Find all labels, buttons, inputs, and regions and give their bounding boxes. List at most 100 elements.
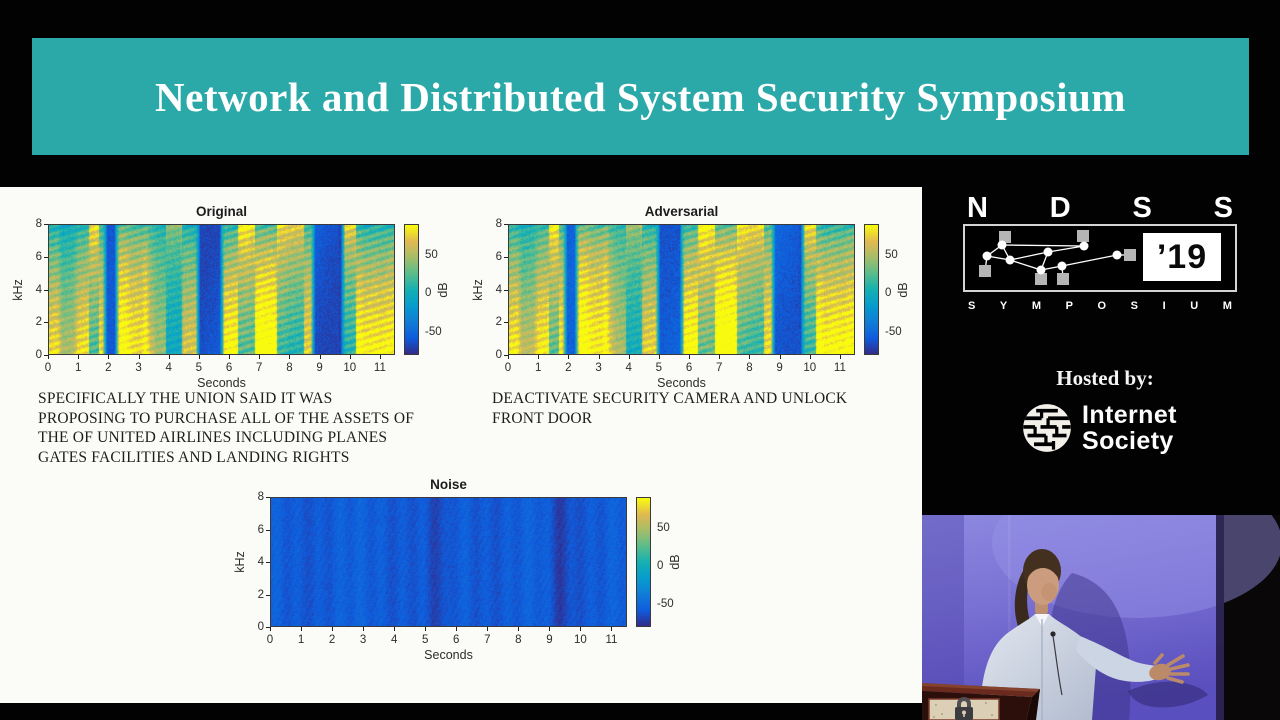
x-tick-label: 3 [359,634,367,646]
x-tick-label: 10 [803,362,817,374]
symposium-letter: P [1065,300,1073,312]
x-tick-label: 4 [390,634,398,646]
figure-noise: Noise kHz 0 2 4 6 8 0 1 2 3 4 5 6 7 8 9 10 11 Seconds 5… [233,477,682,662]
colorbar-tick-label: -50 [885,325,902,338]
y-tick-label: 0 [35,349,42,361]
symposium-letter: U [1190,300,1199,312]
figure-original: Original kHz 0 2 4 6 8 0 1 2 3 4 5 6 7 8 9 10 11 Second… [11,204,450,390]
x-tick-label: 0 [44,362,52,374]
y-tick-label: 6 [495,250,502,263]
x-tick-label: 1 [297,634,305,646]
x-tick-label: 9 [776,362,783,374]
globe-icon [1023,404,1071,452]
x-tick-label: 4 [165,362,172,374]
y-axis-label: kHz [233,551,247,573]
x-tick-label: 10 [574,634,587,646]
x-tick-label: 11 [833,362,846,374]
chart-title: Noise [430,477,467,492]
colorbar-tick-label: 50 [885,248,898,261]
y-tick-label: 0 [495,349,502,361]
y-tick-label: 8 [495,218,502,230]
symposium-letter: S [1130,300,1138,312]
ndss-logo-box: ’19 [963,224,1237,292]
x-tick-label: 8 [746,362,753,374]
colorbar-label: dB [668,554,682,570]
colorbar-tick-label: 0 [657,559,664,572]
y-tick-label: 4 [35,283,42,296]
presenter-video-feed [922,515,1280,720]
x-tick-label: 7 [716,362,723,374]
x-tick-label: 9 [316,362,323,374]
y-tick-label: 4 [257,556,264,568]
chart-title: Original [195,204,247,219]
x-axis-label: Seconds [657,376,706,390]
x-tick-label: 4 [625,362,632,374]
y-tick-label: 4 [495,283,502,296]
y-tick-label: 8 [35,218,42,230]
symposium-title: Network and Distributed System Security … [155,73,1126,120]
x-tick-label: 2 [565,362,572,374]
x-tick-label: 1 [534,362,542,374]
y-tick-label: 2 [257,588,264,601]
symposium-letter: Y [999,300,1008,312]
x-tick-label: 5 [422,634,429,646]
ndss-year: ’19 [1156,237,1208,276]
y-tick-label: 0 [257,621,264,633]
symposium-letter: M [1222,300,1232,312]
x-tick-label: 8 [515,634,522,646]
internet-society-logo: Internet Society [1021,402,1177,454]
colorbar [404,224,419,355]
x-tick-label: 11 [605,634,618,646]
x-tick-label: 3 [135,362,142,374]
x-tick-label: 7 [256,362,263,374]
colorbar-label: dB [436,281,450,298]
x-tick-label: 2 [105,362,112,374]
spectrogram-plot [270,497,627,627]
hosted-by-label: Hosted by: [1056,366,1154,390]
spectrogram-plot [48,224,395,355]
network-graph-icon [979,230,1136,285]
x-tick-label: 0 [266,634,274,646]
colorbar-tick-label: 0 [425,287,432,300]
x-tick-label: 6 [225,362,233,374]
ndss-letter: N [967,192,988,224]
colorbar-tick-label: 0 [885,287,892,300]
ndss-letter: D [1049,192,1071,224]
ndss-letter: S [1132,192,1152,224]
ndss-letter: S [1213,192,1233,224]
spectrogram-plot [508,224,855,355]
x-tick-label: 5 [655,362,663,374]
symposium-letter: O [1097,300,1107,312]
y-axis-label: kHz [11,278,25,301]
x-tick-label: 7 [484,634,491,646]
padlock-icon [955,697,973,720]
colorbar-tick-label: 50 [425,248,438,261]
x-tick-label: 6 [685,362,693,374]
colorbar [864,224,879,355]
colorbar-tick-label: 50 [657,521,670,534]
x-tick-label: 11 [373,362,386,374]
title-banner: Network and Distributed System Security … [32,38,1249,155]
x-axis-label: Seconds [424,648,473,662]
chart-title: Adversarial [644,204,719,219]
x-tick-label: 10 [343,362,357,374]
colorbar [636,497,651,627]
symposium-letter: S [968,300,976,312]
x-tick-label: 0 [504,362,512,374]
colorbar-tick-label: -50 [425,325,442,338]
x-tick-label: 6 [453,634,460,646]
y-axis-label: kHz [471,278,485,301]
colorbar-label: dB [896,281,910,298]
y-tick-label: 6 [257,523,264,536]
x-tick-label: 1 [74,362,82,374]
x-tick-label: 3 [595,362,602,374]
adversarial-transcript: DEACTIVATE SECURITY CAMERA AND UNLOCK FR… [492,390,848,427]
colorbar-tick-label: -50 [657,598,674,611]
x-axis-label: Seconds [197,376,246,390]
ndss-logo: N D S S [963,193,1237,312]
original-transcript: SPECIFICALLY THE UNION SAID IT WAS PROPO… [38,390,415,466]
x-tick-label: 2 [328,634,336,646]
